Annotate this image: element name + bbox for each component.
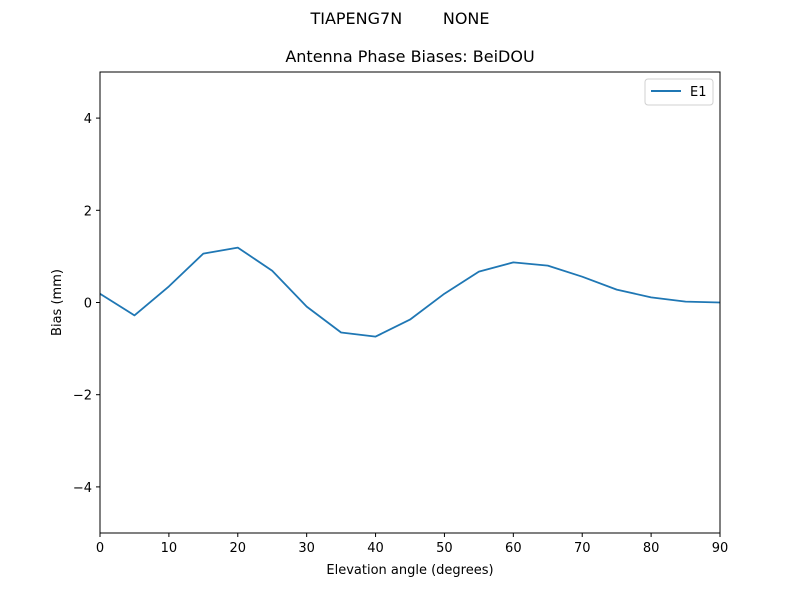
y-axis-label: Bias (mm): [50, 269, 65, 336]
x-axis-label: Elevation angle (degrees): [326, 563, 493, 578]
plot-lines: [99, 246, 721, 338]
y-tick-label: 2: [84, 204, 92, 219]
chart-title: Antenna Phase Biases: BeiDOU: [285, 47, 535, 66]
series-line-e1: [99, 246, 721, 338]
y-tick-label: −4: [73, 481, 92, 496]
x-tick-label: 70: [574, 541, 591, 556]
x-tick-label: 80: [643, 541, 660, 556]
legend-label-e1: E1: [690, 85, 707, 100]
y-tick-label: 0: [84, 297, 92, 312]
x-tick-label: 60: [505, 541, 522, 556]
x-tick-label: 30: [298, 541, 315, 556]
x-tick-label: 10: [161, 541, 178, 556]
plot-frame: [99, 71, 721, 534]
x-tick-label: 20: [230, 541, 247, 556]
x-tick-label: 40: [367, 541, 384, 556]
figure-suptitle: TIAPENG7N NONE: [310, 9, 490, 28]
x-tick-label: 50: [436, 541, 453, 556]
x-tick-label: 90: [712, 541, 729, 556]
y-tick-label: −2: [73, 389, 92, 404]
x-axis-ticks: 0 10 20 30 40 50 60 70 80 90: [96, 533, 728, 556]
legend: E1: [644, 78, 714, 106]
x-tick-label: 0: [96, 541, 104, 556]
y-tick-label: 4: [84, 112, 92, 127]
y-axis-ticks: −4 −2 0 2 4: [73, 112, 100, 496]
